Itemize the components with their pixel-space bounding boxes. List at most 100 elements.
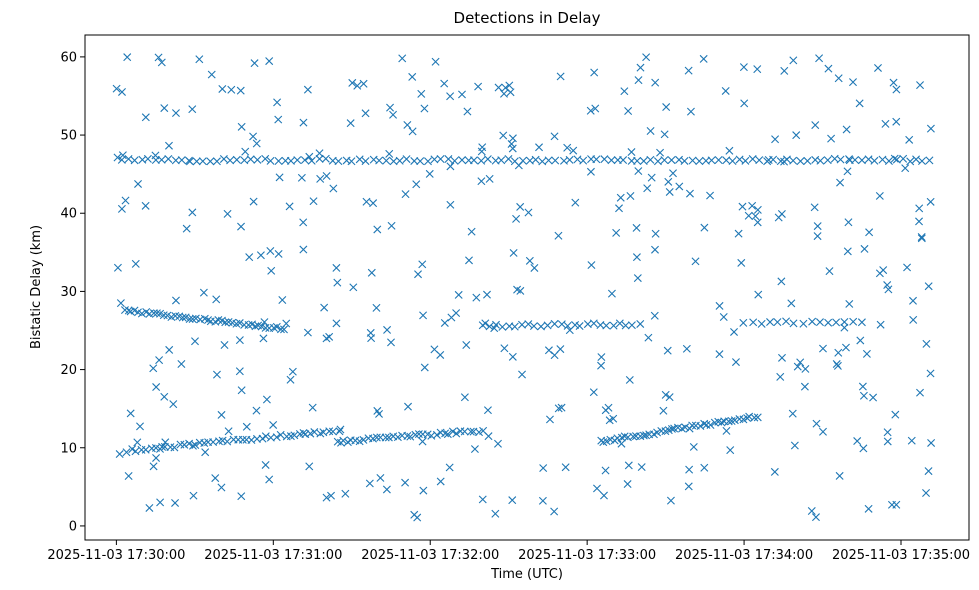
data-point — [169, 400, 178, 409]
data-point — [333, 278, 342, 287]
data-point — [724, 417, 733, 426]
data-point — [212, 370, 221, 379]
data-point — [381, 433, 390, 442]
data-point — [813, 222, 822, 231]
data-point — [425, 169, 434, 178]
data-point — [777, 277, 786, 286]
data-point — [633, 274, 642, 283]
data-point — [538, 496, 547, 505]
data-point — [171, 296, 180, 305]
data-point — [349, 283, 358, 292]
data-point — [300, 156, 309, 165]
data-point — [714, 156, 723, 165]
data-point — [477, 147, 486, 156]
data-point — [686, 107, 695, 116]
data-point — [237, 122, 246, 131]
data-point — [188, 208, 197, 217]
data-point — [122, 448, 131, 457]
data-point — [410, 156, 419, 165]
data-point — [152, 383, 161, 392]
data-point — [774, 213, 783, 222]
data-point — [483, 290, 491, 299]
data-point — [235, 367, 244, 376]
data-point — [751, 212, 760, 221]
data-point — [579, 156, 588, 165]
data-point — [563, 143, 572, 152]
data-point — [221, 318, 230, 327]
data-point — [160, 104, 169, 113]
data-point — [256, 251, 265, 260]
data-point — [188, 315, 197, 324]
data-point — [873, 63, 882, 72]
data-point — [446, 200, 455, 209]
x-axis-label: Time (UTC) — [490, 567, 563, 582]
data-point — [293, 156, 302, 165]
data-point — [288, 367, 297, 376]
data-point — [764, 156, 773, 165]
y-axis: 0 10 20 30 40 50 60 — [60, 50, 85, 534]
data-point — [642, 53, 651, 62]
data-point — [899, 154, 908, 163]
data-point — [883, 428, 892, 437]
data-point — [322, 171, 331, 180]
data-point — [188, 441, 197, 450]
data-point — [430, 155, 439, 164]
data-point — [924, 282, 933, 291]
data-point — [355, 155, 364, 164]
data-point — [177, 156, 186, 165]
data-point — [883, 437, 892, 446]
data-point — [485, 174, 494, 183]
data-point — [463, 107, 472, 116]
data-point — [651, 78, 660, 87]
data-point — [707, 156, 716, 165]
data-point — [688, 156, 697, 165]
data-point — [412, 180, 421, 189]
data-point — [667, 156, 676, 165]
data-point — [789, 56, 798, 65]
data-point — [907, 436, 916, 445]
data-point — [669, 169, 677, 178]
data-point — [870, 156, 879, 165]
data-point — [545, 415, 554, 424]
data-point — [599, 491, 608, 500]
data-point — [834, 348, 843, 357]
data-point — [653, 157, 662, 166]
data-point — [497, 156, 506, 165]
data-point — [646, 155, 655, 164]
data-point — [721, 86, 730, 95]
data-point — [909, 296, 918, 305]
data-point — [916, 81, 925, 90]
data-point — [299, 428, 308, 437]
data-point — [274, 115, 283, 124]
data-point — [771, 135, 780, 144]
data-point — [776, 372, 785, 381]
data-point — [223, 437, 232, 446]
data-point — [509, 248, 518, 257]
data-point — [462, 341, 471, 349]
data-point — [660, 156, 669, 165]
data-point — [624, 461, 633, 470]
data-point — [617, 439, 626, 448]
data-point — [260, 318, 269, 327]
data-point — [227, 85, 236, 94]
data-point — [401, 478, 410, 487]
data-point — [444, 155, 453, 164]
data-point — [441, 429, 450, 438]
data-point — [796, 358, 805, 367]
data-point — [373, 406, 382, 415]
data-point — [864, 155, 873, 164]
data-point — [646, 127, 655, 135]
data-point — [499, 131, 508, 140]
data-point — [223, 209, 232, 218]
data-point — [621, 321, 630, 330]
data-point — [917, 233, 926, 241]
data-point — [182, 224, 191, 233]
data-point — [550, 132, 559, 141]
data-point — [242, 422, 251, 431]
data-point — [789, 319, 798, 328]
data-point — [550, 319, 559, 328]
y-axis-label: Bistatic Delay (km) — [29, 225, 44, 349]
data-point — [155, 356, 164, 365]
x-tick-label: 2025-11-03 17:33:00 — [518, 548, 656, 563]
